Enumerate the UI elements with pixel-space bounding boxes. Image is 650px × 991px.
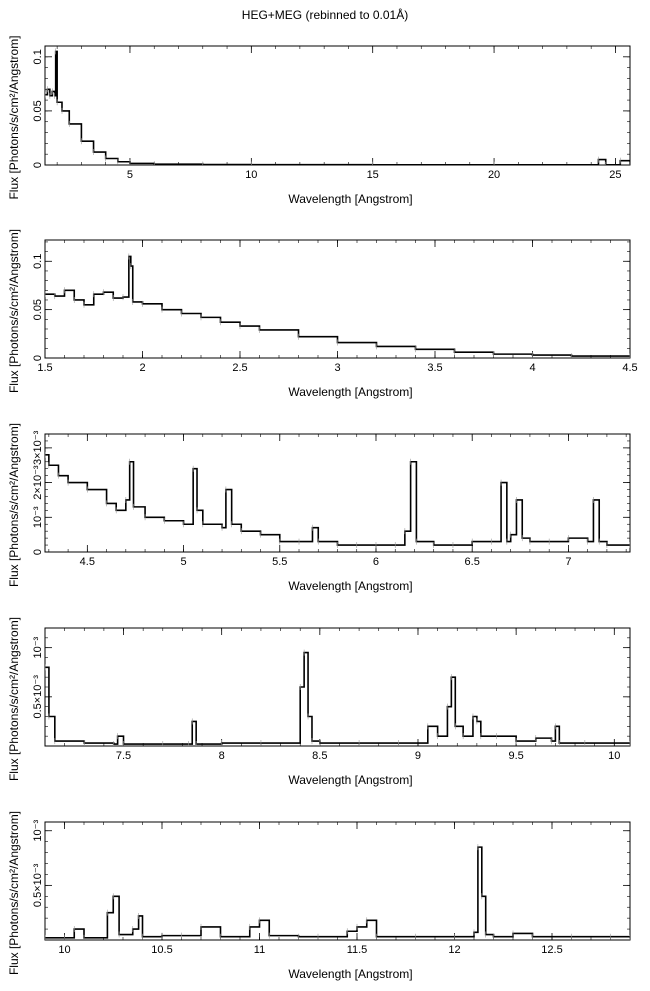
y-tick-label: 10⁻³ bbox=[32, 636, 44, 658]
y-tick-label: 2×10⁻³ bbox=[32, 465, 44, 500]
panel-2: 1.5 2 2.5 3 3.5 4 4.5 0 0.05 0.1 Wavelength [Angst… bbox=[7, 229, 638, 399]
y-tick-label: 0.05 bbox=[32, 299, 44, 320]
x-tick-label: 11 bbox=[254, 944, 265, 956]
x-tick-label: 4.5 bbox=[80, 556, 95, 568]
x-tick-label: 10.5 bbox=[151, 944, 172, 956]
x-tick-label: 2.5 bbox=[232, 362, 247, 374]
x-tick-label: 4.5 bbox=[622, 362, 637, 374]
y-tick-label: 0 bbox=[32, 162, 44, 168]
y-tick-label: 0.1 bbox=[32, 49, 44, 64]
x-tick-label: 5.5 bbox=[272, 556, 287, 568]
y-axis-label: Flux [Photons/s/cm²/Angstrom] bbox=[7, 229, 21, 393]
panel-1: 5 10 15 20 25 0 0.05 0.1 Wavelength [Angstrom] Fl… bbox=[7, 35, 631, 206]
y-tick-label: 0.1 bbox=[32, 254, 44, 269]
y-axis-label: Flux [Photons/s/cm²/Angstrom] bbox=[7, 423, 21, 587]
x-tick-label: 9 bbox=[415, 750, 421, 762]
panel-5: 10 10.5 11 11.5 12 12.5 0.5×10⁻³ 10⁻³ Wavelength… bbox=[7, 811, 631, 981]
y-axis-label: Flux [Photons/s/cm²/Angstrom] bbox=[7, 617, 21, 781]
x-tick-label: 2 bbox=[139, 362, 145, 374]
x-tick-label: 20 bbox=[488, 169, 500, 181]
x-tick-label: 6 bbox=[373, 556, 379, 568]
plot-frame bbox=[44, 821, 631, 941]
x-tick-label: 7.5 bbox=[116, 750, 131, 762]
x-tick-label: 5 bbox=[127, 169, 133, 181]
spectrum-line bbox=[45, 651, 630, 745]
x-tick-label: 6.5 bbox=[465, 556, 480, 568]
x-tick-label: 11.5 bbox=[347, 944, 368, 956]
x-tick-label: 15 bbox=[367, 169, 379, 181]
x-axis-label: Wavelength [Angstrom] bbox=[288, 773, 412, 787]
y-tick-label: 0 bbox=[32, 549, 44, 555]
spectrum-line bbox=[45, 50, 630, 165]
x-tick-label: 4 bbox=[529, 362, 535, 374]
x-tick-label: 3 bbox=[334, 362, 340, 374]
x-axis-label: Wavelength [Angstrom] bbox=[288, 192, 412, 206]
y-tick-label: 0 bbox=[32, 355, 44, 361]
x-tick-label: 5 bbox=[180, 556, 186, 568]
plot-frame bbox=[44, 627, 631, 747]
y-tick-label: 0.5×10⁻³ bbox=[32, 863, 44, 907]
panel-4: 7.5 8 8.5 9 9.5 10 0.5×10⁻³ 10⁻³ Wavelength [Ang… bbox=[7, 617, 631, 787]
x-tick-label: 8 bbox=[219, 750, 225, 762]
x-tick-label: 25 bbox=[609, 169, 621, 181]
x-tick-label: 9.5 bbox=[508, 750, 523, 762]
x-axis-label: Wavelength [Angstrom] bbox=[288, 579, 412, 593]
x-tick-label: 12 bbox=[448, 944, 460, 956]
x-tick-label: 7 bbox=[565, 556, 571, 568]
x-tick-label: 12.5 bbox=[541, 944, 562, 956]
x-axis-label: Wavelength [Angstrom] bbox=[288, 967, 412, 981]
x-axis-label: Wavelength [Angstrom] bbox=[288, 385, 412, 399]
plot-frame bbox=[44, 45, 631, 166]
x-tick-label: 8.5 bbox=[312, 750, 327, 762]
x-tick-label: 1.5 bbox=[37, 362, 52, 374]
page-title: HEG+MEG (rebinned to 0.01Å) bbox=[241, 8, 409, 22]
y-tick-label: 10⁻³ bbox=[32, 506, 44, 528]
y-tick-label: 0.5×10⁻³ bbox=[32, 675, 44, 719]
y-tick-label: 10⁻³ bbox=[32, 820, 44, 842]
x-tick-label: 10 bbox=[608, 750, 620, 762]
spectrum-line bbox=[45, 846, 630, 939]
panel-3: 4.5 5 5.5 6 6.5 7 0 10⁻³ 2×10⁻³3×10⁻³ Wavelength … bbox=[7, 423, 631, 593]
y-tick-label: 3×10⁻³ bbox=[32, 430, 44, 465]
y-axis-label: Flux [Photons/s/cm²/Angstrom] bbox=[7, 811, 21, 975]
x-tick-label: 3.5 bbox=[427, 362, 442, 374]
y-axis-label: Flux [Photons/s/cm²/Angstrom] bbox=[7, 35, 21, 199]
x-tick-label: 10 bbox=[245, 169, 257, 181]
x-tick-label: 10 bbox=[58, 944, 70, 956]
y-tick-label: 0.05 bbox=[32, 100, 44, 121]
spectrum-line bbox=[45, 454, 630, 546]
